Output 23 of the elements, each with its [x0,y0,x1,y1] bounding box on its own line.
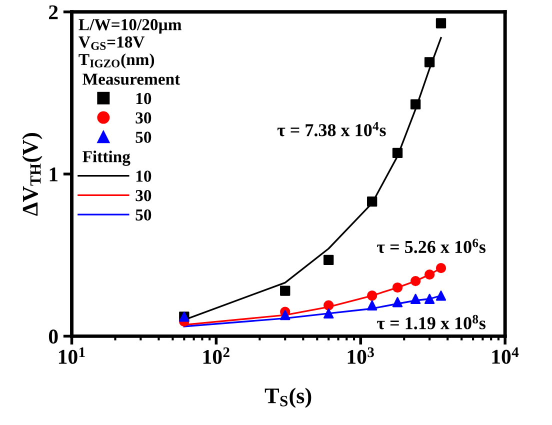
annotation: L/W=10/20µm [78,19,182,34]
legend-label: 30 [136,112,152,124]
x-tick-label: 10$^{4}$ [492,347,519,364]
y-tick-label: 1 [50,168,58,182]
x-tick-label: 10$^{1}$ [58,347,85,364]
y-axis-title: ΔV$_{TH}$(V) [22,133,42,216]
y-tick-label: 0 [48,330,58,344]
annotation: τ = 5.26 x 10$^{6}$s [377,238,486,254]
x-tick-label: 10$^{3}$ [348,347,374,364]
legend-label: 30 [136,190,152,202]
annotation: Fitting [82,150,130,166]
x-tick-label: 10$^{2}$ [203,347,230,364]
annotation: V$_{GS}$=18V [78,36,145,50]
y-tick-label: 2 [49,5,58,20]
x-axis-title: T$_{S}$(s) [264,388,312,408]
legend-label: 10 [136,92,152,104]
annotation: Measurement [82,74,180,85]
annotation: τ = 7.38 x 10$^{4}$s [277,122,386,136]
legend-title: T$_{IGZO}$(nm) [78,53,154,69]
annotation: τ = 1.19 x 10$^{8}$s [377,314,486,330]
legend-label: 50 [136,132,152,143]
legend-label: 10 [136,170,152,182]
legend-label: 50 [136,209,152,221]
